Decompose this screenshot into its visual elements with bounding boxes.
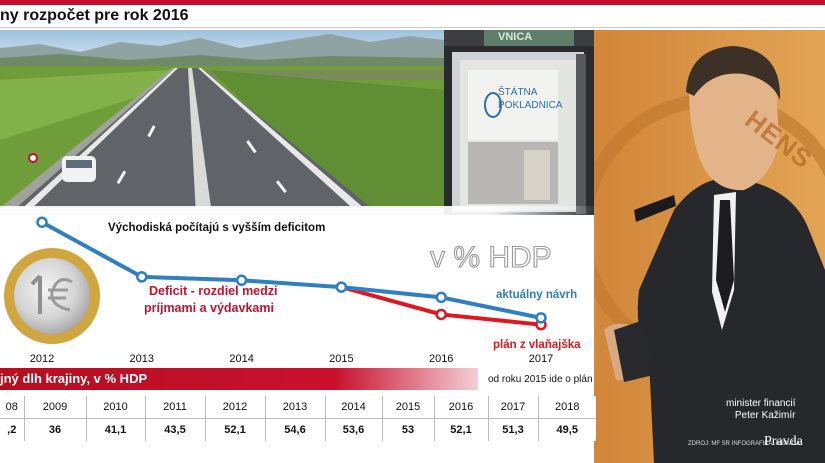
proposal-point: [136, 271, 148, 283]
brand-logo: Pravda: [764, 434, 803, 449]
debt-value-cell: 53: [381, 418, 434, 441]
x-tick-label: 2013: [130, 353, 154, 365]
debt-year-cell: 2013: [264, 396, 325, 419]
table-note: od roku 2015 ide o plán: [488, 374, 593, 385]
debt-year-cell: 2011: [144, 396, 205, 419]
x-tick-label: 2012: [30, 353, 54, 365]
bank-top-text: VNICA: [498, 31, 533, 43]
treasury-sign-line2: POKLADNICA: [498, 100, 563, 111]
debt-year-cell: 2017: [487, 396, 538, 419]
title-divider: [0, 27, 825, 28]
treasury-sign-line1: ŠTÁTNA: [498, 87, 538, 98]
source-credit: ZDROJ: MF SR INFOGRAFIKA: PRAVDA: [688, 441, 800, 447]
table-title-bar: [0, 368, 478, 390]
x-tick-label: 2017: [529, 353, 553, 365]
annotation-line2: príjmami a výdavkami: [144, 301, 274, 315]
debt-value-cell: ,2: [0, 418, 24, 441]
debt-value-cell: 36: [23, 418, 86, 441]
page-title: ny rozpočet pre rok 2016: [0, 7, 189, 24]
debt-year-cell: 2010: [85, 396, 145, 419]
highway-photo: [0, 30, 444, 215]
debt-year-cell: 2016: [433, 396, 488, 419]
debt-year-cell: 2015: [381, 396, 434, 419]
euro-coin-icon: [4, 248, 100, 344]
treasury-sign: ŠTÁTNA POKLADNICA: [498, 86, 562, 112]
debt-value-cell: 49,5: [537, 418, 596, 441]
x-tick-label: 2015: [329, 353, 353, 365]
debt-value-cell: 54,6: [264, 418, 325, 441]
photo-caption: minister financií Peter Kažimír: [726, 398, 795, 422]
debt-value-cell: 43,5: [144, 418, 205, 441]
debt-table-years-row: 08 2009 2010 2011 2012 2013 2014 2015 20…: [0, 396, 596, 419]
unit-label: v % HDP: [430, 241, 552, 274]
top-accent-bar: [0, 0, 825, 5]
x-tick-label: 2016: [429, 353, 453, 365]
series-line-proposal: [40, 220, 543, 320]
debt-year-cell: 2012: [204, 396, 265, 419]
caption-role: minister financií: [726, 398, 796, 409]
proposal-point: [36, 216, 48, 228]
deficit-line-chart: 2012 2013 2014 2015 2016 2017 Východiská počít…: [0, 206, 600, 366]
treasury-logo-icon: [484, 92, 502, 118]
debt-value-cell: 41,1: [85, 418, 145, 441]
plan-point: [435, 308, 447, 321]
annotation-line1: Deficit - rozdiel medzi: [149, 284, 278, 298]
proposal-point: [235, 274, 248, 287]
debt-table-values-row: ,2 36 41,1 43,5 52,1 54,6 53,6 53 52,1 5…: [0, 418, 596, 441]
proposal-point: [535, 312, 547, 324]
caption-name: Peter Kažimír: [734, 410, 796, 421]
series-label-proposal: aktuálny návrh: [496, 289, 577, 301]
debt-year-cell: 2018: [537, 396, 596, 419]
chart-title: Východiská počítajú s vyšším deficitom: [108, 222, 325, 234]
proposal-point: [435, 291, 447, 304]
debt-table: 08 2009 2010 2011 2012 2013 2014 2015 20…: [0, 396, 596, 441]
debt-year-cell: 08: [5, 401, 18, 413]
proposal-point: [335, 281, 348, 293]
x-tick-label: 2014: [229, 353, 253, 365]
minister-photo: [594, 30, 825, 463]
debt-value-cell: 52,1: [433, 418, 488, 441]
debt-year-cell: 2009: [23, 396, 86, 419]
debt-value-cell: 52,1: [204, 418, 265, 441]
debt-value-cell: 51,3: [487, 418, 538, 441]
debt-value-cell: 53,6: [324, 418, 382, 441]
debt-year-cell: 2014: [324, 396, 382, 419]
table-title: jný dlh krajiny, v % HDP: [0, 371, 148, 386]
treasury-photo: [444, 30, 594, 215]
series-label-plan: plán z vlaňajška: [493, 339, 581, 351]
